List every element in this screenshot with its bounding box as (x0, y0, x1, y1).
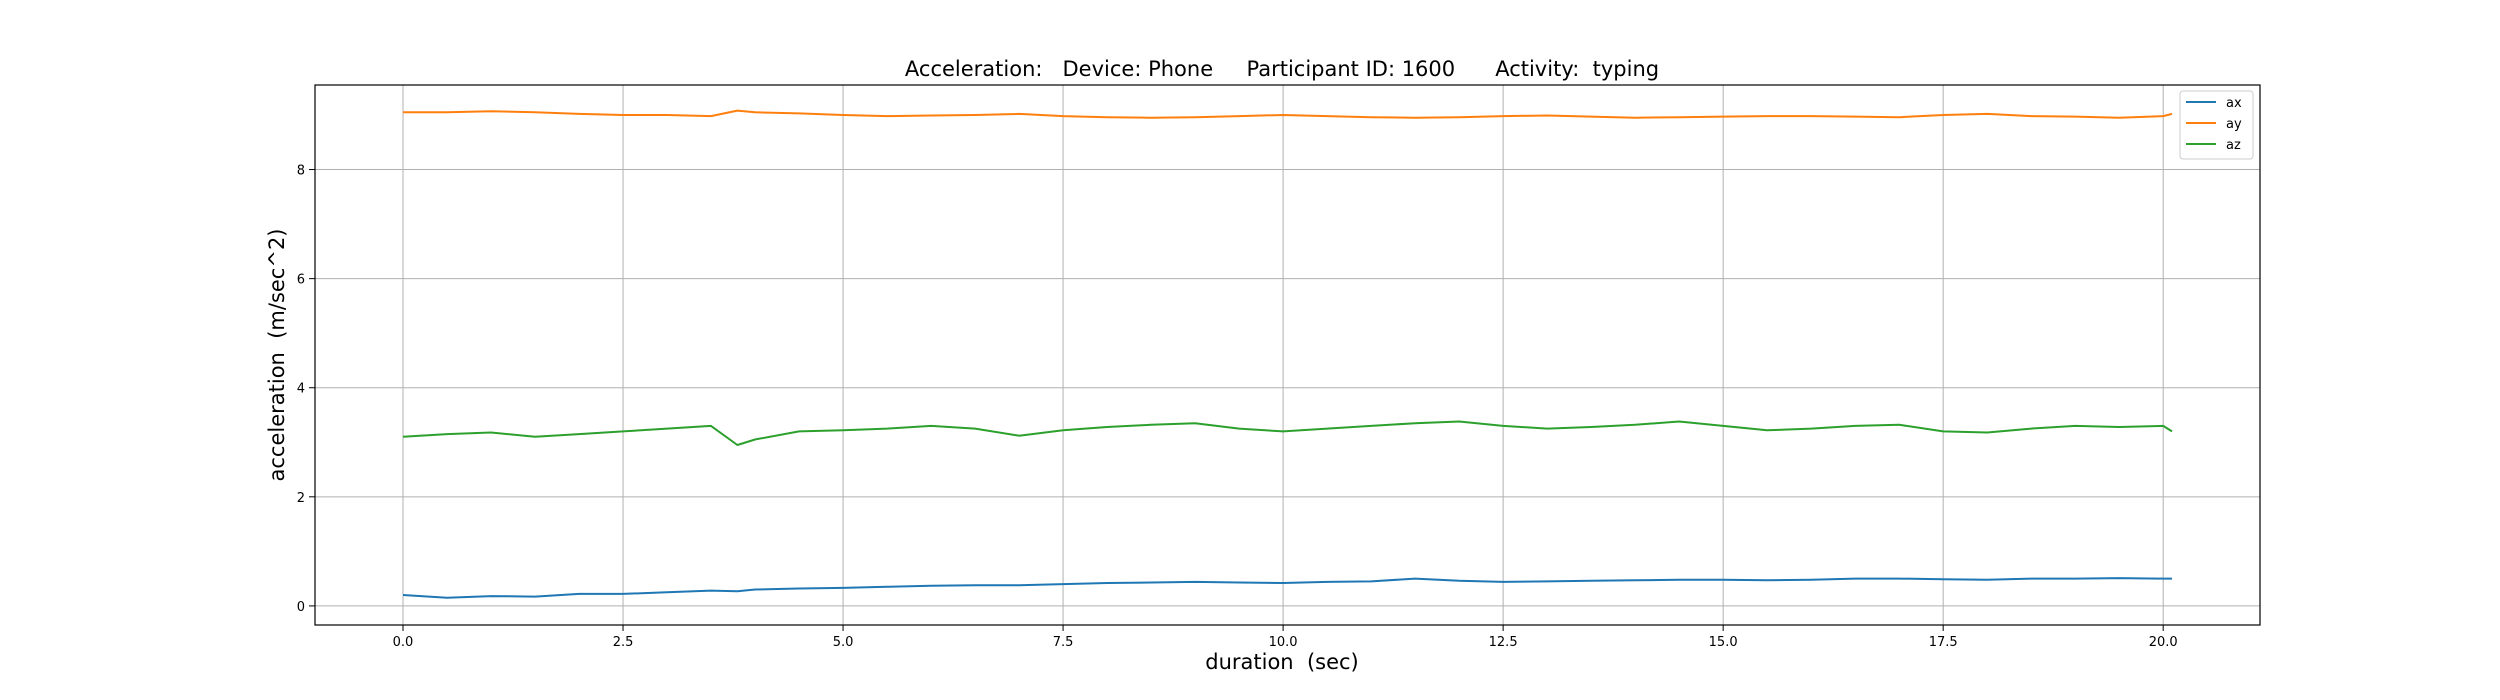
x-tick-label: 20.0 (2149, 635, 2178, 650)
grid (315, 85, 2260, 625)
x-tick-label: 10.0 (1269, 635, 1298, 650)
plot-frame (314, 84, 2261, 626)
legend-label-ay: ay (2226, 117, 2242, 132)
x-tick-label: 17.5 (1929, 635, 1958, 650)
y-tick-label: 2 (297, 491, 305, 506)
y-tick-label: 0 (297, 600, 305, 615)
chart-title: Acceleration: Device: Phone Participant … (905, 57, 1659, 81)
x-tick-label: 2.5 (613, 635, 634, 650)
x-axis-title: duration (sec) (1205, 650, 1359, 674)
series-line-ay (403, 109, 2173, 119)
series-line-az (402, 420, 2173, 446)
legend: ax ay az (2179, 90, 2254, 160)
x-tick-label: 15.0 (1709, 635, 1738, 650)
legend-box (2179, 90, 2254, 160)
x-tick-label: 12.5 (1489, 635, 1518, 650)
y-tick-label: 4 (297, 382, 305, 397)
ticks: 0.0 2.5 5.0 7.5 10.0 12.5 15.0 17.5 20.0 0 2 4 6 8 (297, 164, 2178, 650)
y-tick-label: 8 (297, 164, 305, 179)
legend-label-ax: ax (2226, 96, 2242, 111)
series-line-ax (402, 577, 2172, 599)
series-lines (402, 109, 2173, 599)
x-tick-label: 7.5 (1053, 635, 1074, 650)
legend-label-az: az (2226, 138, 2241, 153)
y-axis-title: acceleration (m/sec^2) (265, 229, 289, 482)
y-tick-label: 6 (297, 273, 305, 288)
x-tick-label: 5.0 (833, 635, 854, 650)
x-tick-label: 0.0 (393, 635, 414, 650)
